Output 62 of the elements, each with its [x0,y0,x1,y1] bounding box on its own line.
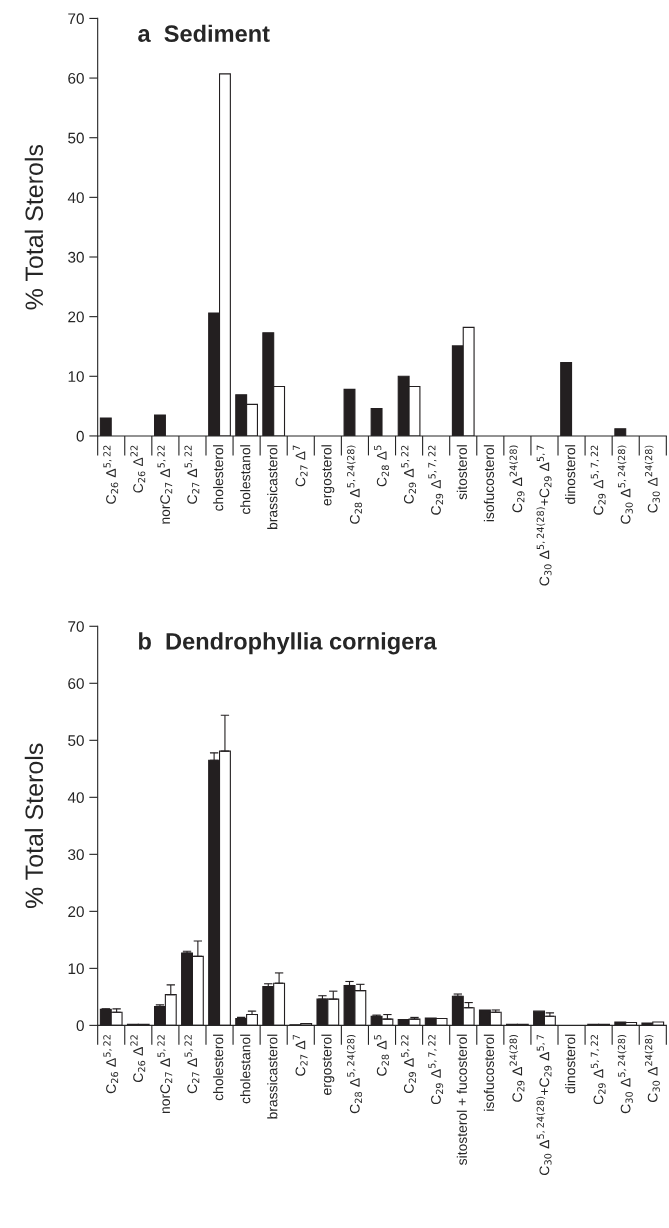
y-tick-label: 0 [76,1020,84,1032]
x-tick-label: sitosterol [456,445,467,500]
x-tick-label: isofucosterol [483,445,495,522]
x-tick-label: cholesterol [213,1034,224,1101]
x-tick-label: C$_{27}$ Δ$^{7}$ [292,445,308,487]
x-tick-label: C$_{27}$ Δ$^{5,22}$ [184,445,200,504]
y-tick-label: 20 [68,311,84,323]
y-tick-label: 50 [68,132,84,144]
y-tick-label: 60 [68,72,84,84]
x-tick-label: C$_{29}$ Δ$^{5,7,22}$ [590,445,606,515]
x-tick-label: C$_{30}$ Δ$^{5,24(28)}$+C$_{29}$ Δ$^{5,7}$ [536,1034,552,1175]
x-tick-label: dinosterol [565,445,576,504]
x-tick-label: ergosterol [321,445,335,506]
x-tick-label: brassicasterol [267,1034,278,1119]
x-tick-label: C$_{30}$ Δ$^{24(28)}$ [644,1035,660,1103]
x-tick-label: sitosterol + fucosterol [456,1034,467,1165]
x-tick-label: C$_{29}$ Δ$^{5,7,22}$ [428,445,444,515]
x-tick-label: norC$_{27}$ Δ$^{5,22}$ [157,1035,173,1114]
x-tick-label: C$_{30}$ Δ$^{5,24(28)}$+C$_{29}$ Δ$^{5,7}$ [536,445,552,586]
x-tick-label: C$_{29}$ Δ$^{5,22}$ [401,1035,417,1094]
y-tick-label: 30 [68,251,84,263]
y-tick-label: 10 [68,963,84,975]
x-tick-label: C$_{28}$ Δ$^{5,24(28)}$ [346,445,363,524]
x-tick-label: C$_{29}$ Δ$^{5,7,22}$ [428,1035,444,1105]
x-tick-label: C$_{29}$ Δ$^{24(28)}$ [509,1034,525,1102]
x-tick-label: C$_{30}$ Δ$^{5,24(28)}$ [617,1035,633,1114]
x-tick-label: C$_{27}$ Δ$^{5,22}$ [184,1035,200,1094]
x-tick-label: C$_{26}$ Δ$^{5,22}$ [103,1035,119,1094]
y-tick-label: 70 [68,13,84,25]
y-tick-label: 70 [68,621,84,632]
x-tick-label: C$_{28}$ Δ$^{5,24(28)}$ [346,1035,363,1114]
x-tick-label: C$_{30}$ Δ$^{24(28)}$ [644,445,660,513]
x-tick-label: C$_{29}$ Δ$^{5,7,22}$ [590,1035,606,1105]
chart-title: a Sediment [138,24,270,43]
chart-title: b Dendrophyllia cornigera [139,632,437,655]
x-tick-label: C$_{29}$ Δ$^{24(28)}$ [509,445,525,513]
y-tick-label: 20 [68,906,84,918]
x-tick-label: C$_{28}$ Δ$^{5}$ [374,445,389,487]
x-tick-label: dinosterol [565,1034,576,1094]
x-tick-label: isofucosterol [483,1034,495,1111]
x-tick-label: C$_{26}$ Δ$^{5,22}$ [103,445,119,504]
y-axis-title: % Total Sterols [24,144,44,310]
x-tick-label: cholestanol [240,445,251,514]
x-tick-label: brassicasterol [267,445,278,530]
x-tick-label: norC$_{27}$ Δ$^{5,22}$ [157,445,173,524]
x-tick-label: C$_{26}$ Δ$^{22}$ [130,1035,146,1083]
x-tick-label: C$_{29}$ Δ$^{5,22}$ [401,445,417,504]
y-tick-label: 50 [68,735,84,746]
x-tick-label: C$_{28}$ Δ$^{5}$ [374,1034,389,1076]
x-tick-label: C$_{30}$ Δ$^{5,24(28)}$ [617,445,633,524]
x-tick-label: cholesterol [213,445,224,511]
x-tick-label: C$_{26}$ Δ$^{22}$ [130,445,146,493]
x-tick-label: C$_{27}$ Δ$^{7}$ [292,1034,308,1076]
y-tick-label: 40 [67,192,84,204]
x-tick-label: cholestanol [240,1034,251,1104]
y-tick-label: 0 [76,430,84,442]
y-tick-label: 10 [68,371,84,382]
y-tick-label: 60 [68,678,84,689]
y-tick-label: 40 [67,792,84,804]
y-tick-label: 30 [68,849,84,861]
y-axis-title: % Total Sterols [24,743,44,909]
x-tick-label: ergosterol [321,1034,335,1095]
